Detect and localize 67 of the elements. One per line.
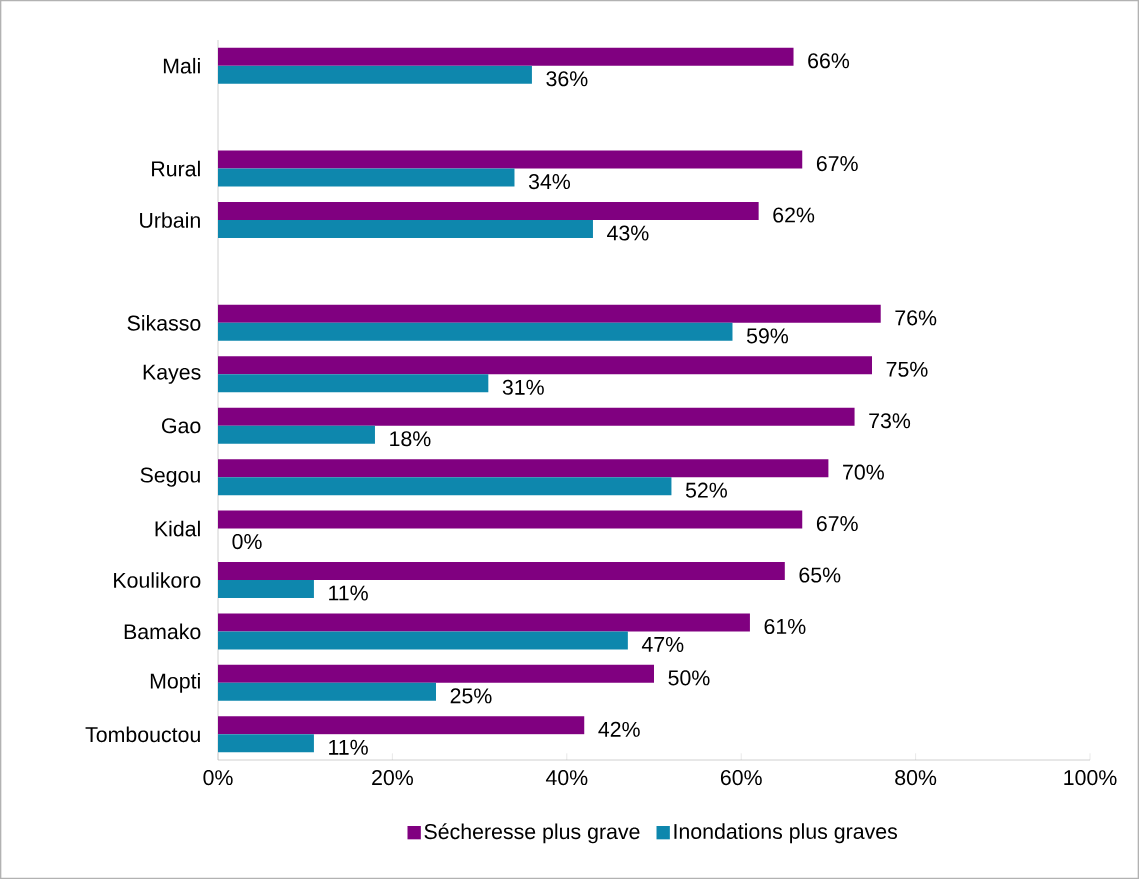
bar [218, 613, 750, 632]
bar [218, 682, 436, 701]
data-label: 47% [641, 636, 684, 652]
data-label: 73% [869, 413, 911, 429]
data-label: 62% [773, 207, 815, 223]
y-tick-label: Sikasso [127, 315, 201, 331]
data-label: 75% [886, 361, 928, 377]
legend-label: Sécheresse plus grave [424, 823, 640, 844]
y-tick-label: Mali [163, 57, 200, 74]
x-tick-label: 100% [1064, 770, 1117, 786]
y-tick-label: Urbain [140, 212, 200, 228]
data-label: 66% [808, 53, 850, 69]
bar [218, 425, 375, 444]
bar [218, 664, 654, 683]
data-label: 34% [528, 174, 571, 190]
data-label: 59% [746, 328, 789, 344]
y-tick-label: Kidal [155, 520, 200, 537]
x-tick-label: 80% [895, 770, 937, 786]
y-tick-label: Koulikoro [114, 572, 201, 588]
data-label: 18% [390, 431, 431, 447]
bar [218, 65, 532, 84]
bar [218, 304, 881, 323]
data-label: 67% [816, 156, 858, 172]
bar [218, 562, 785, 581]
data-label: 67% [816, 516, 858, 532]
bar [218, 150, 803, 169]
bar [218, 631, 628, 650]
data-label: 0% [232, 534, 262, 550]
y-tick-label: Tombouctou [85, 726, 200, 743]
y-tick-label: Bamako [124, 623, 201, 640]
y-tick-label: Segou [140, 467, 200, 487]
data-label: 50% [668, 670, 710, 686]
data-label: 70% [843, 464, 884, 480]
data-label: 76% [895, 310, 937, 326]
bar [218, 374, 489, 393]
x-tick-label: 40% [545, 770, 588, 786]
data-label: 42% [598, 721, 640, 737]
bar [218, 47, 794, 66]
bar [218, 459, 829, 478]
bar [218, 220, 593, 239]
x-tick-label: 60% [720, 770, 762, 786]
bar [218, 734, 314, 753]
bar [218, 168, 515, 187]
data-label: 43% [607, 225, 649, 241]
data-label: 65% [799, 567, 841, 583]
x-tick-label: 20% [372, 770, 413, 786]
data-label: 36% [546, 71, 588, 87]
data-label: 52% [685, 482, 727, 498]
bar [218, 477, 672, 496]
x-tick-label: 0% [203, 770, 233, 786]
y-tick-label: Mopti [150, 672, 200, 693]
data-label: 61% [764, 618, 806, 634]
data-label: 25% [450, 688, 492, 704]
bar [218, 202, 759, 221]
data-label: 11% [329, 739, 368, 755]
bar [218, 356, 873, 375]
data-label: 11% [329, 585, 368, 601]
bar [218, 510, 803, 529]
bar [218, 322, 733, 341]
bar [218, 580, 314, 599]
y-tick-label: Kayes [143, 364, 201, 384]
y-tick-label: Rural [152, 160, 200, 177]
y-tick-label: Gao [162, 418, 201, 434]
bar [218, 407, 855, 426]
data-label: 31% [502, 379, 544, 395]
bar [218, 716, 585, 735]
legend-label: Inondations plus graves [674, 823, 898, 844]
